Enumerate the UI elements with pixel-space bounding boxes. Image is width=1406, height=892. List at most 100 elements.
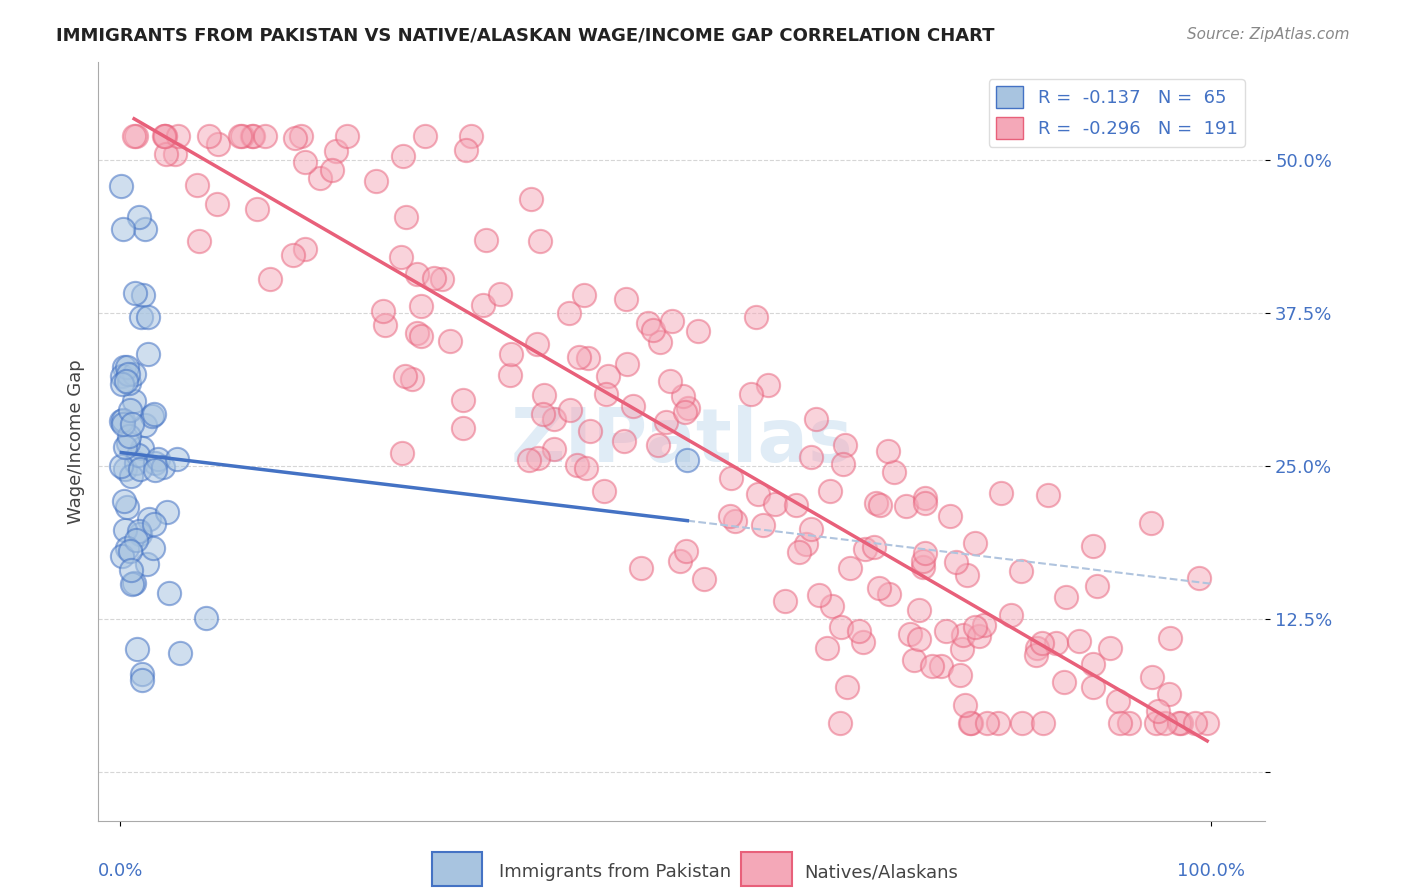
Point: [676, 453, 699, 467]
Point: [1170, 715, 1192, 730]
Point: [121, 577, 143, 591]
Point: [499, 347, 522, 361]
Point: [595, 387, 617, 401]
Point: [128, 524, 150, 539]
Point: [720, 471, 742, 485]
Text: Natives/Alaskans: Natives/Alaskans: [804, 863, 957, 881]
Point: [613, 434, 636, 449]
Point: [112, 360, 135, 375]
Point: [373, 304, 395, 318]
Point: [308, 170, 330, 185]
Point: [475, 233, 498, 247]
Point: [1000, 608, 1022, 623]
Point: [935, 624, 957, 639]
Point: [908, 603, 931, 617]
Point: [364, 174, 387, 188]
Point: [877, 587, 900, 601]
Point: [240, 128, 263, 143]
Point: [520, 192, 543, 206]
Point: [409, 329, 432, 343]
Point: [413, 128, 436, 143]
Point: [321, 163, 343, 178]
Point: [186, 178, 208, 192]
Point: [568, 350, 591, 364]
Point: [949, 668, 972, 682]
Point: [883, 465, 905, 479]
Point: [740, 387, 762, 401]
Point: [648, 335, 671, 350]
Point: [877, 444, 900, 458]
Point: [965, 620, 987, 634]
Point: [460, 128, 482, 143]
Point: [335, 128, 357, 143]
Point: [1045, 636, 1067, 650]
Point: [117, 436, 139, 450]
Point: [1118, 715, 1140, 730]
Point: [914, 491, 936, 505]
Point: [815, 640, 838, 655]
Point: [579, 424, 602, 438]
Point: [686, 324, 709, 338]
Point: [1197, 715, 1219, 730]
Point: [143, 463, 166, 477]
Point: [111, 368, 134, 383]
Point: [143, 456, 166, 470]
Point: [527, 450, 550, 465]
Point: [693, 572, 716, 586]
Point: [950, 641, 973, 656]
Point: [973, 618, 995, 632]
Point: [284, 131, 307, 145]
FancyBboxPatch shape: [432, 852, 482, 886]
Point: [517, 452, 540, 467]
Point: [115, 500, 138, 514]
Point: [752, 518, 775, 533]
Point: [806, 412, 828, 426]
Point: [141, 409, 163, 423]
Point: [294, 155, 316, 169]
Point: [166, 451, 188, 466]
Point: [112, 494, 135, 508]
Point: [630, 560, 652, 574]
Point: [672, 389, 695, 403]
Point: [543, 442, 565, 457]
Point: [952, 628, 974, 642]
Text: IMMIGRANTS FROM PAKISTAN VS NATIVE/ALASKAN WAGE/INCOME GAP CORRELATION CHART: IMMIGRANTS FROM PAKISTAN VS NATIVE/ALASK…: [56, 27, 994, 45]
Point: [848, 624, 870, 638]
Point: [1188, 571, 1211, 585]
Point: [560, 403, 582, 417]
Point: [111, 222, 134, 236]
Legend: R =  -0.137   N =  65, R =  -0.296   N =  191: R = -0.137 N = 65, R = -0.296 N = 191: [988, 79, 1244, 146]
Point: [1038, 488, 1060, 502]
Point: [745, 310, 768, 325]
Point: [785, 498, 807, 512]
Point: [868, 581, 890, 595]
Point: [167, 128, 190, 143]
Point: [134, 222, 156, 236]
Point: [124, 393, 146, 408]
Point: [903, 653, 925, 667]
Point: [658, 374, 681, 388]
Point: [678, 401, 700, 415]
Point: [129, 310, 152, 325]
Point: [914, 546, 936, 560]
Point: [112, 413, 135, 427]
Point: [118, 376, 141, 390]
Text: 100.0%: 100.0%: [1177, 863, 1244, 880]
Point: [242, 128, 264, 143]
Point: [1184, 715, 1206, 730]
Point: [406, 267, 429, 281]
Point: [124, 367, 146, 381]
Point: [929, 659, 952, 673]
Point: [253, 128, 276, 143]
Point: [163, 147, 186, 161]
Point: [821, 599, 844, 614]
Point: [125, 642, 148, 657]
Point: [471, 298, 494, 312]
Point: [290, 128, 312, 143]
Point: [1011, 564, 1033, 578]
Point: [129, 527, 152, 541]
Text: ZIPatlas: ZIPatlas: [510, 405, 853, 478]
Point: [125, 533, 148, 547]
Point: [1011, 715, 1033, 730]
Point: [1159, 631, 1181, 645]
